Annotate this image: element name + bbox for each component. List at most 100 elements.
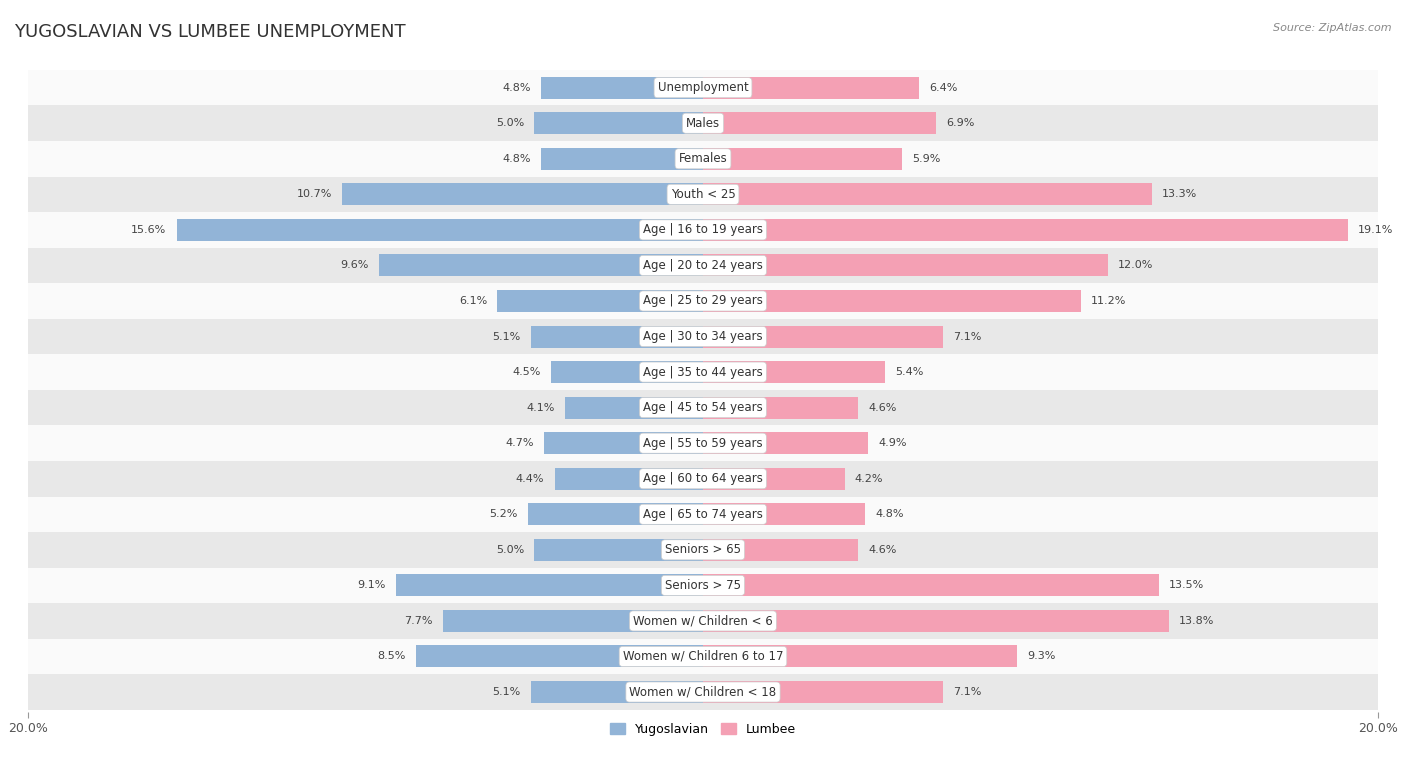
Text: 5.2%: 5.2% [489, 509, 517, 519]
Bar [541, 148, 703, 170]
Bar [28, 176, 1378, 212]
Text: Youth < 25: Youth < 25 [671, 188, 735, 201]
Text: 4.6%: 4.6% [869, 545, 897, 555]
Bar [703, 183, 1152, 205]
Text: Seniors > 65: Seniors > 65 [665, 544, 741, 556]
Bar [28, 141, 1378, 176]
Text: 6.1%: 6.1% [458, 296, 486, 306]
Bar [28, 283, 1378, 319]
Text: 5.0%: 5.0% [496, 118, 524, 128]
Bar [554, 468, 703, 490]
Bar [703, 290, 1081, 312]
Text: Age | 55 to 59 years: Age | 55 to 59 years [643, 437, 763, 450]
Text: Age | 60 to 64 years: Age | 60 to 64 years [643, 472, 763, 485]
Text: YUGOSLAVIAN VS LUMBEE UNEMPLOYMENT: YUGOSLAVIAN VS LUMBEE UNEMPLOYMENT [14, 23, 406, 41]
Text: 5.4%: 5.4% [896, 367, 924, 377]
Bar [703, 539, 858, 561]
Text: 4.8%: 4.8% [875, 509, 904, 519]
Bar [544, 432, 703, 454]
Bar [498, 290, 703, 312]
Text: 5.0%: 5.0% [496, 545, 524, 555]
Bar [531, 681, 703, 703]
Bar [28, 425, 1378, 461]
Text: 9.3%: 9.3% [1026, 652, 1056, 662]
Text: 4.1%: 4.1% [526, 403, 554, 413]
Bar [703, 148, 903, 170]
Text: 9.1%: 9.1% [357, 581, 385, 590]
Bar [703, 646, 1017, 668]
Bar [28, 639, 1378, 674]
Text: Women w/ Children 6 to 17: Women w/ Children 6 to 17 [623, 650, 783, 663]
Bar [396, 575, 703, 597]
Text: Males: Males [686, 117, 720, 129]
Text: 6.9%: 6.9% [946, 118, 974, 128]
Text: 13.8%: 13.8% [1178, 616, 1215, 626]
Bar [28, 248, 1378, 283]
Bar [703, 361, 886, 383]
Text: Women w/ Children < 6: Women w/ Children < 6 [633, 615, 773, 628]
Bar [380, 254, 703, 276]
Text: 7.7%: 7.7% [405, 616, 433, 626]
Text: 5.1%: 5.1% [492, 687, 520, 697]
Text: 4.2%: 4.2% [855, 474, 883, 484]
Text: 13.3%: 13.3% [1161, 189, 1197, 199]
Bar [703, 503, 865, 525]
Text: 19.1%: 19.1% [1358, 225, 1393, 235]
Text: 9.6%: 9.6% [340, 260, 368, 270]
Text: 5.9%: 5.9% [912, 154, 941, 164]
Text: Age | 65 to 74 years: Age | 65 to 74 years [643, 508, 763, 521]
Bar [28, 212, 1378, 248]
Bar [28, 354, 1378, 390]
Text: 4.6%: 4.6% [869, 403, 897, 413]
Text: 13.5%: 13.5% [1168, 581, 1204, 590]
Legend: Yugoslavian, Lumbee: Yugoslavian, Lumbee [605, 718, 801, 740]
Bar [703, 219, 1347, 241]
Text: 15.6%: 15.6% [131, 225, 166, 235]
Text: 7.1%: 7.1% [953, 332, 981, 341]
Bar [703, 432, 869, 454]
Text: Age | 45 to 54 years: Age | 45 to 54 years [643, 401, 763, 414]
Bar [28, 603, 1378, 639]
Text: 4.5%: 4.5% [513, 367, 541, 377]
Bar [534, 112, 703, 134]
Text: Seniors > 75: Seniors > 75 [665, 579, 741, 592]
Bar [527, 503, 703, 525]
Bar [703, 76, 920, 98]
Text: Source: ZipAtlas.com: Source: ZipAtlas.com [1274, 23, 1392, 33]
Bar [416, 646, 703, 668]
Bar [28, 390, 1378, 425]
Bar [28, 568, 1378, 603]
Text: 8.5%: 8.5% [378, 652, 406, 662]
Bar [703, 468, 845, 490]
Bar [443, 610, 703, 632]
Bar [28, 497, 1378, 532]
Bar [28, 461, 1378, 497]
Text: 11.2%: 11.2% [1091, 296, 1126, 306]
Bar [703, 610, 1168, 632]
Text: 4.9%: 4.9% [879, 438, 907, 448]
Bar [342, 183, 703, 205]
Text: 10.7%: 10.7% [297, 189, 332, 199]
Text: Age | 16 to 19 years: Age | 16 to 19 years [643, 223, 763, 236]
Bar [541, 76, 703, 98]
Bar [28, 70, 1378, 105]
Text: Females: Females [679, 152, 727, 165]
Bar [28, 319, 1378, 354]
Bar [703, 575, 1159, 597]
Bar [703, 112, 936, 134]
Text: 4.8%: 4.8% [502, 83, 531, 92]
Bar [703, 681, 942, 703]
Text: Age | 35 to 44 years: Age | 35 to 44 years [643, 366, 763, 378]
Text: 4.8%: 4.8% [502, 154, 531, 164]
Text: Age | 30 to 34 years: Age | 30 to 34 years [643, 330, 763, 343]
Text: 12.0%: 12.0% [1118, 260, 1153, 270]
Text: Women w/ Children < 18: Women w/ Children < 18 [630, 686, 776, 699]
Text: 6.4%: 6.4% [929, 83, 957, 92]
Text: Age | 25 to 29 years: Age | 25 to 29 years [643, 294, 763, 307]
Bar [177, 219, 703, 241]
Bar [703, 326, 942, 347]
Text: 4.7%: 4.7% [506, 438, 534, 448]
Text: 5.1%: 5.1% [492, 332, 520, 341]
Bar [703, 397, 858, 419]
Text: 7.1%: 7.1% [953, 687, 981, 697]
